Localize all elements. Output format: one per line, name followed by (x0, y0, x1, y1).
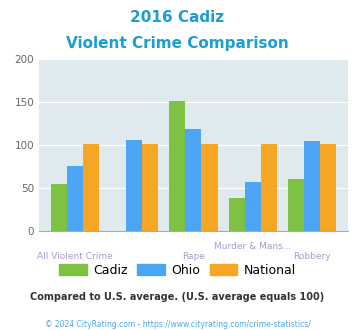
Bar (185, 129, 202, 231)
Bar (304, 141, 320, 231)
Text: Robbery: Robbery (294, 252, 331, 261)
Text: Violent Crime Comparison: Violent Crime Comparison (66, 36, 289, 51)
Bar (67, 166, 83, 231)
Text: Rape: Rape (182, 252, 205, 261)
Bar (202, 144, 218, 231)
Bar (126, 140, 142, 231)
Bar (320, 144, 336, 231)
Text: Compared to U.S. average. (U.S. average equals 100): Compared to U.S. average. (U.S. average … (31, 292, 324, 302)
Text: 2016 Cadiz: 2016 Cadiz (130, 10, 225, 25)
Bar (229, 198, 245, 231)
Bar (169, 101, 185, 231)
Bar (51, 184, 67, 231)
Text: All Violent Crime: All Violent Crime (37, 252, 113, 261)
Bar (245, 182, 261, 231)
Legend: Cadiz, Ohio, National: Cadiz, Ohio, National (54, 259, 301, 282)
Bar (142, 144, 158, 231)
Text: © 2024 CityRating.com - https://www.cityrating.com/crime-statistics/: © 2024 CityRating.com - https://www.city… (45, 320, 310, 329)
Text: Murder & Mans...: Murder & Mans... (214, 242, 291, 251)
Bar (83, 144, 99, 231)
Bar (261, 144, 277, 231)
Bar (288, 179, 304, 231)
